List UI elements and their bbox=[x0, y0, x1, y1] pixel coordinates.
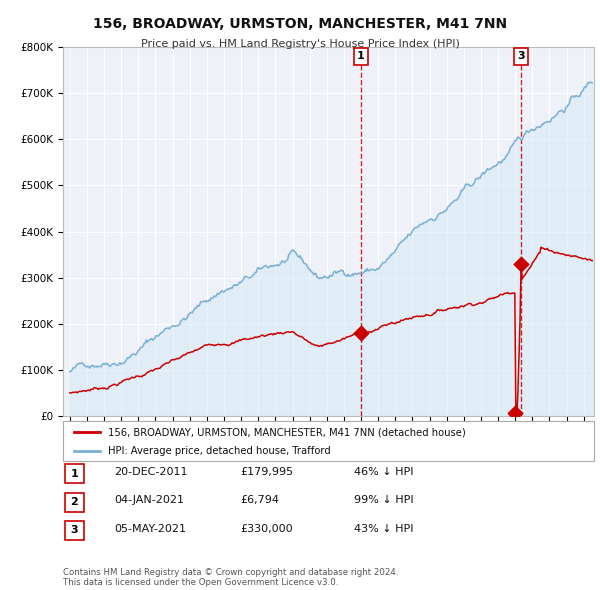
Text: £179,995: £179,995 bbox=[240, 467, 293, 477]
Bar bbox=[65, 493, 84, 512]
Text: 156, BROADWAY, URMSTON, MANCHESTER, M41 7NN: 156, BROADWAY, URMSTON, MANCHESTER, M41 … bbox=[93, 17, 507, 31]
Text: 1: 1 bbox=[356, 51, 364, 61]
Text: 43% ↓ HPI: 43% ↓ HPI bbox=[354, 524, 413, 533]
Text: Contains HM Land Registry data © Crown copyright and database right 2024.
This d: Contains HM Land Registry data © Crown c… bbox=[63, 568, 398, 587]
Text: 3: 3 bbox=[71, 526, 78, 535]
Text: Price paid vs. HM Land Registry's House Price Index (HPI): Price paid vs. HM Land Registry's House … bbox=[140, 39, 460, 49]
Text: 99% ↓ HPI: 99% ↓ HPI bbox=[354, 496, 413, 505]
Text: 156, BROADWAY, URMSTON, MANCHESTER, M41 7NN (detached house): 156, BROADWAY, URMSTON, MANCHESTER, M41 … bbox=[108, 428, 466, 438]
Text: 2: 2 bbox=[71, 497, 78, 507]
Point bbox=[511, 408, 520, 418]
Text: £6,794: £6,794 bbox=[240, 496, 279, 505]
Text: 05-MAY-2021: 05-MAY-2021 bbox=[114, 524, 186, 533]
Text: HPI: Average price, detached house, Trafford: HPI: Average price, detached house, Traf… bbox=[108, 447, 331, 456]
Text: 04-JAN-2021: 04-JAN-2021 bbox=[114, 496, 184, 505]
Point bbox=[356, 328, 365, 337]
Bar bbox=[65, 464, 84, 483]
Point bbox=[516, 259, 526, 268]
Text: £330,000: £330,000 bbox=[240, 524, 293, 533]
Bar bbox=[65, 521, 84, 540]
Text: 1: 1 bbox=[71, 469, 78, 478]
Text: 46% ↓ HPI: 46% ↓ HPI bbox=[354, 467, 413, 477]
Text: 3: 3 bbox=[517, 51, 525, 61]
Text: 20-DEC-2011: 20-DEC-2011 bbox=[114, 467, 187, 477]
